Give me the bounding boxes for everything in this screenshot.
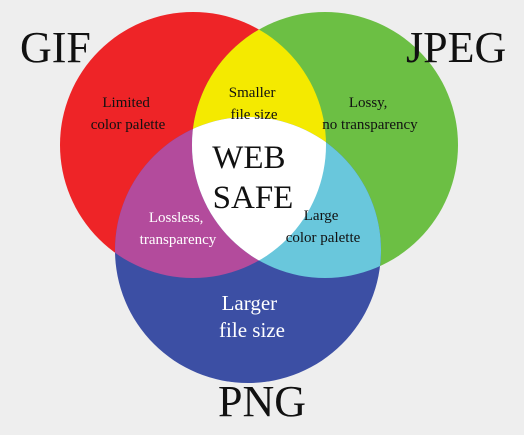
jpeg-png-text: Large color palette: [286, 208, 361, 246]
gif-jpeg-text: Smaller file size: [229, 85, 279, 123]
gif-label: GIF: [20, 23, 91, 72]
web-safe-text: WEB SAFE: [212, 140, 294, 216]
jpeg-label: JPEG: [406, 23, 506, 72]
png-label: PNG: [218, 377, 306, 426]
gif-only-text: Limited color palette: [91, 95, 166, 133]
gif-png-text: Lossless, transparency: [140, 210, 217, 248]
web-safe-overlap: [192, 117, 326, 278]
png-only-text: Larger file size: [219, 291, 285, 342]
jpeg-only-text: Lossy, no transparency: [322, 95, 418, 133]
